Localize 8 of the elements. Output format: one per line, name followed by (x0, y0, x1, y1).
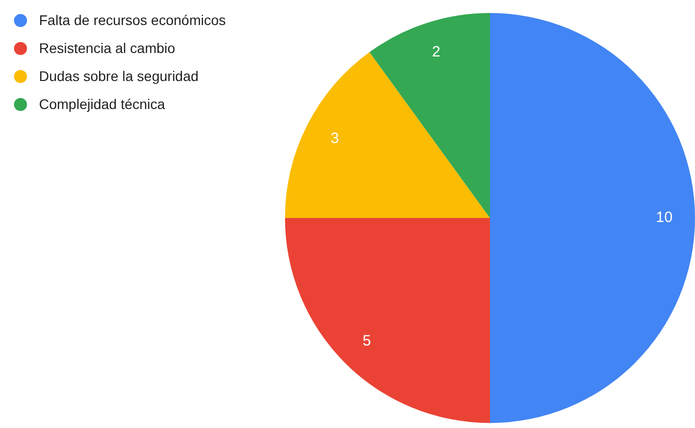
legend-label: Dudas sobre la seguridad (39, 68, 199, 84)
data-label: 2 (432, 43, 440, 60)
legend-label: Falta de recursos económicos (39, 12, 226, 28)
legend-label: Resistencia al cambio (39, 40, 176, 56)
legend-label: Complejidad técnica (39, 96, 166, 112)
data-label: 3 (330, 130, 339, 148)
data-label: 10 (656, 209, 673, 226)
data-label: 5 (362, 332, 371, 350)
